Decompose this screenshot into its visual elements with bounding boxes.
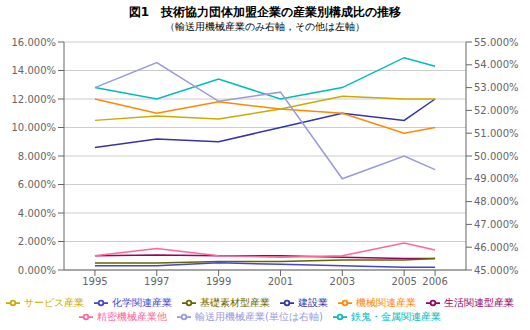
html-text:サービス産業: サービス産業 [24,297,84,308]
html-text:機械関連産業: 機械関連産業 [356,297,416,308]
svg-text:2005: 2005 [391,276,416,287]
svg-text:16.000%: 16.000% [12,37,57,48]
svg-text:1995: 1995 [82,276,107,287]
svg-text:0.000%: 0.000% [18,265,56,276]
svg-text:2003: 2003 [330,276,355,287]
svg-text:49.000%: 49.000% [474,173,519,184]
svg-text:4.000%: 4.000% [18,208,56,219]
svg-text:14.000%: 14.000% [12,65,57,76]
svg-text:54.000%: 54.000% [474,59,519,70]
html-text:生活関連型産業: 生活関連型産業 [444,297,514,308]
html-text:精密機械産業他: 精密機械産業他 [97,311,168,322]
svg-text:2.000%: 2.000% [18,236,56,247]
svg-text:52.000%: 52.000% [474,105,519,116]
html-text:輸送用機械産業(単位は右軸): 輸送用機械産業(単位は右軸) [195,311,323,322]
svg-text:6.000%: 6.000% [18,179,56,190]
svg-text:50.000%: 50.000% [474,151,519,162]
svg-text:46.000%: 46.000% [474,242,519,253]
svg-text:8.000%: 8.000% [18,151,56,162]
svg-text:2006: 2006 [422,276,447,287]
svg-text:51.000%: 51.000% [474,128,519,139]
html-text:化学関連産業: 化学関連産業 [112,297,172,308]
svg-text:1997: 1997 [144,276,169,287]
svg-text:45.000%: 45.000% [474,265,519,276]
html-text:建設業: 建設業 [298,297,328,308]
svg-text:55.000%: 55.000% [474,37,519,48]
svg-text:53.000%: 53.000% [474,82,519,93]
html-text:図1 技術協力団体加盟企業の産業別構成比の推移: 図1 技術協力団体加盟企業の産業別構成比の推移 [128,5,402,19]
svg-text:48.000%: 48.000% [474,196,519,207]
svg-text:2001: 2001 [268,276,293,287]
svg-text:10.000%: 10.000% [12,122,57,133]
html-text:基礎素材型産業: 基礎素材型産業 [200,297,270,308]
html-text:（輸送用機械産業のみ右軸，その他は左軸）: （輸送用機械産業のみ右軸，その他は左軸） [165,21,365,32]
svg-text:1999: 1999 [206,276,231,287]
html-text:鉄鬼・金属関連産業: 鉄鬼・金属関連産業 [350,311,441,322]
svg-text:47.000%: 47.000% [474,219,519,230]
svg-text:12.000%: 12.000% [12,94,57,105]
